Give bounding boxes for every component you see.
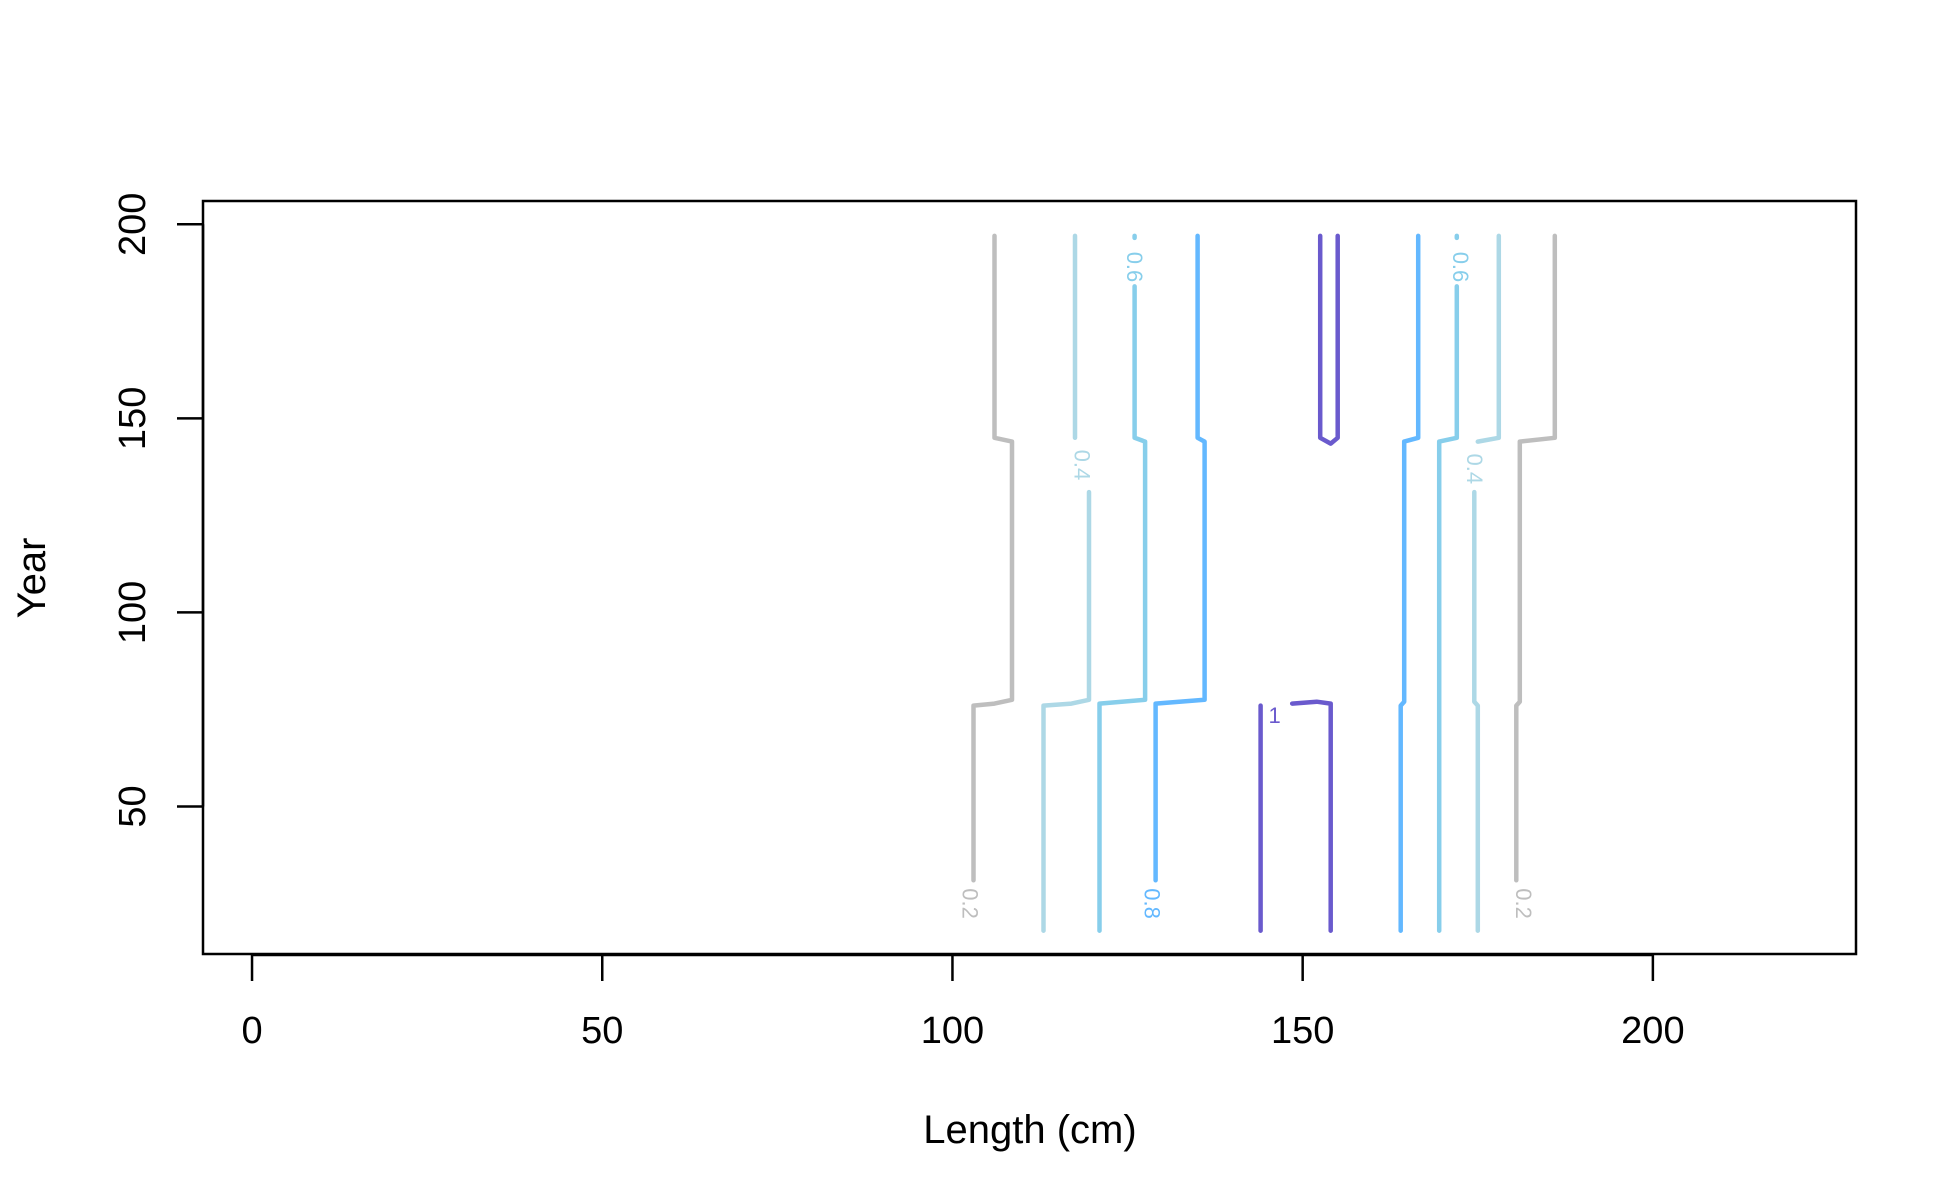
contour-level-1: 1 <box>1258 233 1340 933</box>
contour-label: 0.6 <box>1448 252 1473 283</box>
x-tick-label: 50 <box>581 1010 623 1052</box>
contour-label: 0.2 <box>957 888 982 919</box>
contour-line <box>1472 489 1481 933</box>
contour-label: 0.8 <box>1140 888 1165 919</box>
x-axis: 0 50 100 150 200 <box>241 953 1685 1052</box>
contour-line <box>1514 233 1558 883</box>
contour-level-0-4: 0.4 0.4 <box>1041 233 1502 933</box>
contour-line <box>1436 284 1460 933</box>
contour-label: 0.2 <box>1511 888 1536 919</box>
y-tick-label: 50 <box>112 785 154 827</box>
plot-area <box>201 199 1858 956</box>
x-tick-label: 200 <box>1621 1010 1684 1052</box>
y-axis: 50 100 150 200 <box>112 193 205 828</box>
contour-level-0-6: 0.6 0.6 <box>1097 233 1473 933</box>
y-tick-label: 200 <box>112 193 154 256</box>
contour-line <box>1317 233 1340 446</box>
contour-line <box>1153 233 1207 883</box>
x-axis-title: Length (cm) <box>923 1108 1136 1152</box>
y-tick-label: 150 <box>112 387 154 450</box>
contour-line <box>1041 489 1092 933</box>
y-axis-title: Year <box>10 538 54 619</box>
contour-level-0-2: 0.2 0.2 <box>957 233 1558 919</box>
x-tick-label: 100 <box>921 1010 984 1052</box>
contour-line <box>1289 699 1333 933</box>
y-tick-label: 100 <box>112 581 154 644</box>
x-tick-label: 0 <box>241 1010 262 1052</box>
contour-label: 0.6 <box>1122 252 1147 283</box>
contour-label: 0.4 <box>1462 454 1487 485</box>
contour-line <box>1097 284 1148 933</box>
contour-line <box>1475 233 1502 444</box>
contour-lines-group: 0.2 0.2 0.4 0.4 0.6 0.6 0.8 1 <box>957 233 1558 933</box>
contour-label: 0.4 <box>1070 450 1095 481</box>
x-tick-label: 150 <box>1271 1010 1334 1052</box>
contour-line <box>1398 233 1421 933</box>
contour-line <box>971 233 1015 883</box>
contour-level-0-8: 0.8 <box>1140 233 1421 933</box>
contour-label: 1 <box>1269 703 1281 728</box>
